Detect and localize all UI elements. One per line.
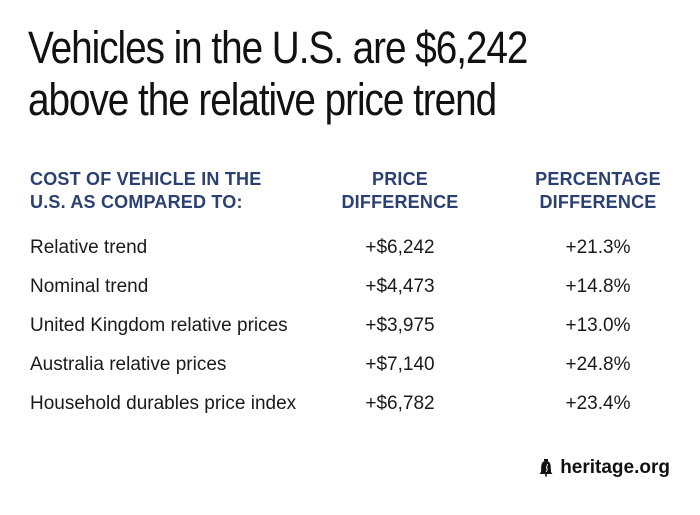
- table-body: Relative trend +$6,242 +21.3% Nominal tr…: [30, 236, 680, 431]
- table-row: Australia relative prices +$7,140 +24.8%: [30, 353, 680, 392]
- table-row: Relative trend +$6,242 +21.3%: [30, 236, 680, 275]
- price-difference-cell: +$4,473: [365, 276, 435, 297]
- column-header-comparison-line-1: COST OF VEHICLE IN THE: [30, 169, 262, 189]
- price-difference-cell: +$6,782: [365, 393, 435, 414]
- chart-title: Vehicles in the U.S. are $6,242 above th…: [28, 22, 587, 126]
- percentage-difference-cell: +14.8%: [565, 276, 631, 297]
- percentage-difference-cell: +24.8%: [565, 354, 631, 375]
- row-label: Australia relative prices: [30, 354, 227, 375]
- percentage-difference-cell: +13.0%: [565, 315, 631, 336]
- table-row: Nominal trend +$4,473 +14.8%: [30, 275, 680, 314]
- percentage-difference-cell: +21.3%: [565, 237, 631, 258]
- table-row: Household durables price index +$6,782 +…: [30, 392, 680, 431]
- column-header-price-line-2: DIFFERENCE: [341, 192, 459, 212]
- column-header-percentage-difference: PERCENTAGE DIFFERENCE: [528, 168, 668, 214]
- column-header-percentage-line-2: DIFFERENCE: [539, 192, 657, 212]
- percentage-difference-cell: +23.4%: [565, 393, 631, 414]
- table-row: United Kingdom relative prices +$3,975 +…: [30, 314, 680, 353]
- column-header-comparison-line-2: U.S. AS COMPARED TO:: [30, 192, 243, 212]
- chart-title-line-2: above the relative price trend: [28, 74, 497, 125]
- price-difference-cell: +$6,242: [365, 237, 435, 258]
- brand-text: heritage.org: [560, 457, 670, 478]
- table-header: COST OF VEHICLE IN THE U.S. AS COMPARED …: [30, 168, 680, 220]
- row-label: Relative trend: [30, 237, 148, 258]
- row-label: Household durables price index: [30, 393, 297, 414]
- chart-title-line-1: Vehicles in the U.S. are $6,242: [28, 22, 528, 73]
- comparison-table: COST OF VEHICLE IN THE U.S. AS COMPARED …: [30, 168, 680, 414]
- column-header-percentage-line-1: PERCENTAGE: [535, 169, 661, 189]
- heritage-logo: heritage.org: [538, 455, 670, 481]
- price-difference-cell: +$7,140: [365, 354, 435, 375]
- column-header-price-line-1: PRICE: [371, 169, 428, 189]
- column-header-price-difference: PRICE DIFFERENCE: [330, 168, 470, 214]
- column-header-comparison: COST OF VEHICLE IN THE U.S. AS COMPARED …: [30, 168, 310, 214]
- row-label: United Kingdom relative prices: [30, 315, 288, 336]
- price-difference-cell: +$3,975: [365, 315, 435, 336]
- row-label: Nominal trend: [30, 276, 149, 297]
- liberty-bell-icon: [539, 459, 553, 477]
